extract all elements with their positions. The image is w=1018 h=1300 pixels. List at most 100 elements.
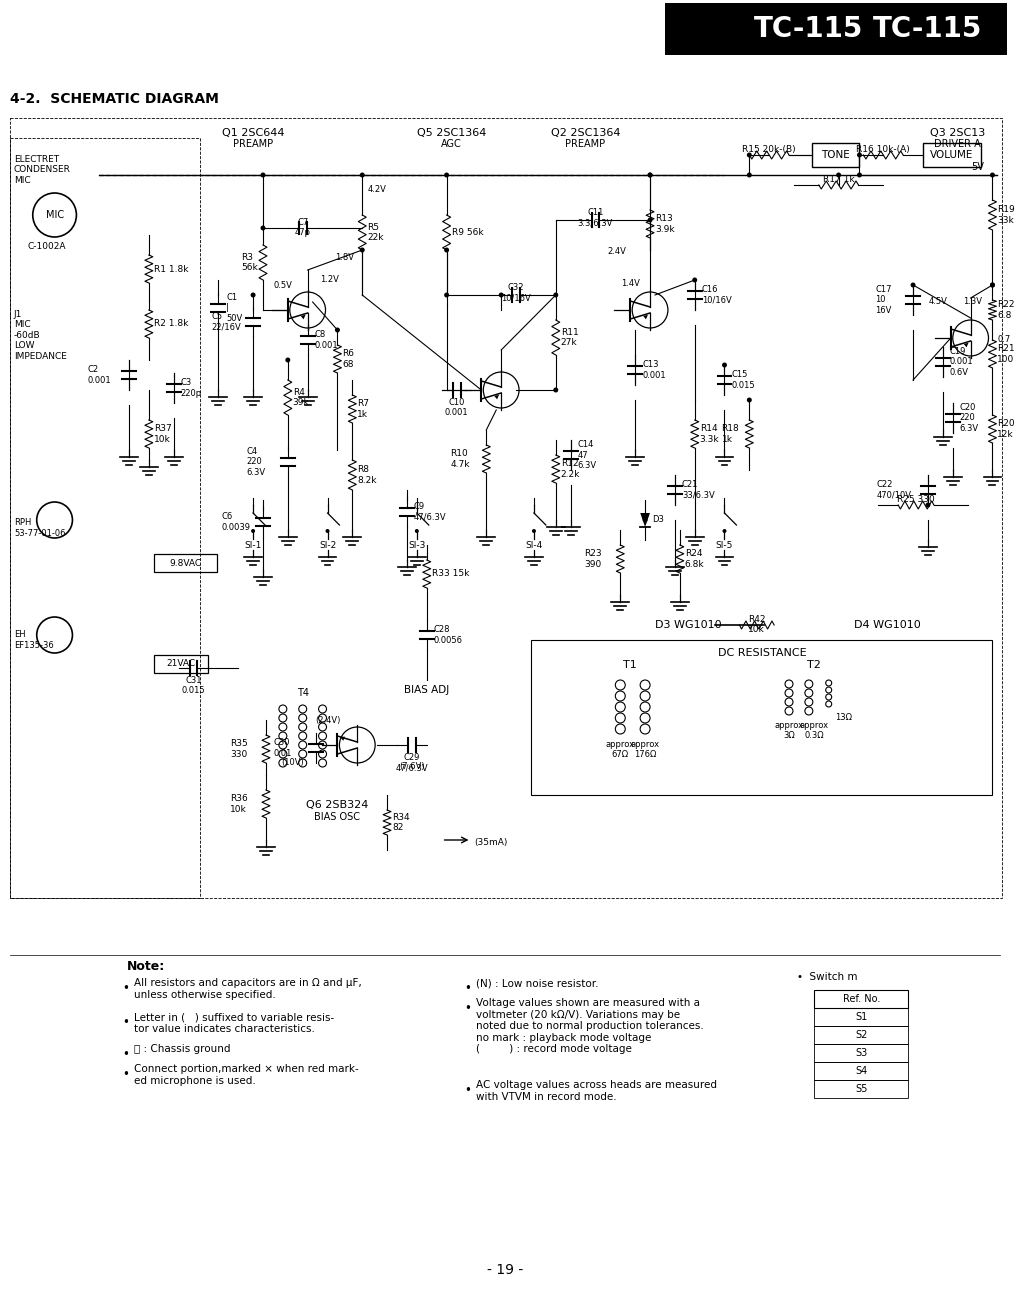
Circle shape [554,292,558,298]
Text: (N) : Low noise resistor.: (N) : Low noise resistor. [476,978,599,988]
Text: R19
33k: R19 33k [998,205,1015,225]
Text: SI-2: SI-2 [319,541,336,550]
Circle shape [444,247,449,252]
Circle shape [251,529,256,533]
Text: DRIVER A: DRIVER A [935,139,981,150]
Circle shape [747,173,751,178]
Text: S4: S4 [855,1066,867,1076]
Circle shape [836,173,841,178]
Bar [813,1008,908,1026]
Text: DC RESISTANCE: DC RESISTANCE [718,647,806,658]
Text: approx
0.3Ω: approx 0.3Ω [799,722,829,741]
Text: 1.3V: 1.3V [963,298,982,307]
Text: R24
6.8k: R24 6.8k [685,550,704,568]
Text: J1
MIC
-60dB
LOW
IMPEDANCE: J1 MIC -60dB LOW IMPEDANCE [14,309,67,360]
Text: Voltage values shown are measured with a
voltmeter (20 kΩ/V). Variations may be
: Voltage values shown are measured with a… [476,998,704,1054]
Text: AC voltage values across heads are measured
with VTVM in record mode.: AC voltage values across heads are measu… [476,1080,718,1101]
Text: R42
10k: R42 10k [748,615,766,634]
Text: R1 1.8k: R1 1.8k [154,264,188,273]
Text: (35mA): (35mA) [474,838,508,848]
Text: R20
12k: R20 12k [998,420,1015,438]
Text: C5
22/16V: C5 22/16V [212,312,241,332]
Bar [813,1044,908,1062]
Text: BIAS OSC: BIAS OSC [315,812,360,822]
Circle shape [250,292,256,298]
Text: 1.4V: 1.4V [621,278,639,287]
Text: Q3 2SC13: Q3 2SC13 [930,127,985,138]
Text: R34
82: R34 82 [392,812,409,832]
Text: D4 WG1010: D4 WG1010 [853,620,920,630]
Bar [154,655,209,673]
Text: R23
390: R23 390 [584,550,603,568]
Bar [813,1062,908,1080]
Text: D3: D3 [653,516,664,524]
Circle shape [415,529,418,533]
Text: C4
220
6.3V: C4 220 6.3V [246,447,266,477]
Text: R33 15k: R33 15k [432,569,469,578]
Text: Note:: Note: [127,959,165,972]
Text: C1
|
50V: C1 | 50V [226,292,242,322]
Bar [923,143,980,166]
Text: Q6 2SB324: Q6 2SB324 [306,800,369,810]
Text: RPH
53-77-01-06: RPH 53-77-01-06 [14,519,65,538]
Circle shape [989,282,995,287]
Text: C11
3.3/6.3V: C11 3.3/6.3V [578,208,613,227]
Text: •: • [464,1084,471,1097]
Text: AGC: AGC [441,139,462,150]
Bar [811,143,859,166]
Text: R18
1k: R18 1k [722,424,739,443]
Text: R13
3.9k: R13 3.9k [655,214,675,234]
Text: - 19 -: - 19 - [487,1264,523,1277]
Text: 0.7: 0.7 [998,335,1011,345]
Circle shape [723,529,727,533]
Circle shape [647,173,653,178]
Text: TC-115: TC-115 [873,16,982,43]
Text: SI-4: SI-4 [525,541,543,550]
Text: 0.5V: 0.5V [274,281,292,290]
Text: 4.2V: 4.2V [367,186,386,195]
Text: approx
3Ω: approx 3Ω [775,722,803,741]
Text: S5: S5 [855,1084,867,1095]
Text: R8
8.2k: R8 8.2k [357,465,377,485]
Text: •: • [464,1002,471,1015]
Text: Q5 2SC1364: Q5 2SC1364 [417,127,487,138]
Text: C29
47/6.3V: C29 47/6.3V [396,753,429,772]
Text: C19
0.001
0.6V: C19 0.001 0.6V [950,347,973,377]
Text: R37
10k: R37 10k [154,424,172,443]
Text: C28
0.0056: C28 0.0056 [434,625,463,645]
Text: Letter in (   ) suffixed to variable resis-
tor value indicates characteristics.: Letter in ( ) suffixed to variable resis… [134,1011,334,1034]
Text: R9 56k: R9 56k [452,227,484,237]
Circle shape [335,328,340,333]
Text: SI-1: SI-1 [244,541,262,550]
Text: R5
22k: R5 22k [367,222,384,242]
Bar [813,991,908,1008]
Circle shape [554,387,558,393]
Text: (2.4V): (2.4V) [315,715,340,724]
Text: PREAMP: PREAMP [233,139,273,150]
Polygon shape [640,514,649,526]
Text: T4: T4 [296,688,308,698]
Text: Connect portion,marked × when red mark-
ed microphone is used.: Connect portion,marked × when red mark- … [134,1063,358,1085]
Circle shape [499,292,504,298]
Text: 13Ω: 13Ω [835,712,852,722]
Text: C20
220
6.3V: C20 220 6.3V [960,403,979,433]
Text: R10
4.7k: R10 4.7k [451,450,470,469]
Text: C9
47/6.3V: C9 47/6.3V [414,502,447,521]
Text: MIC: MIC [46,211,64,220]
Text: •: • [122,1069,129,1082]
Text: 1.2V: 1.2V [320,276,339,285]
Text: R2 1.8k: R2 1.8k [154,320,188,329]
Circle shape [359,247,364,252]
Text: R14
3.3k: R14 3.3k [699,424,720,443]
Text: SI-5: SI-5 [716,541,733,550]
Text: C16
10/16V: C16 10/16V [701,285,731,304]
Text: R16 10k-(A): R16 10k-(A) [856,146,910,153]
Circle shape [647,217,653,222]
Text: 睷 : Chassis ground: 睷 : Chassis ground [134,1044,230,1054]
Text: 1.8V: 1.8V [336,254,354,263]
Circle shape [532,529,535,533]
Text: •  Switch m: • Switch m [797,972,857,982]
Text: VOLUME: VOLUME [930,150,973,160]
Text: R15 20k-(B): R15 20k-(B) [742,146,796,153]
Text: C21
33/6.3V: C21 33/6.3V [682,480,715,499]
